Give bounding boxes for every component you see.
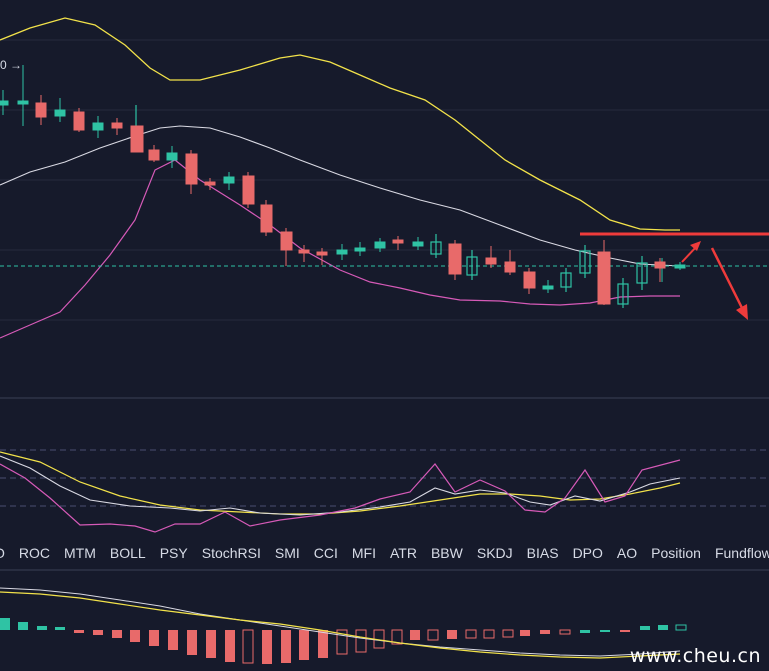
tab-ao[interactable]: AO: [616, 545, 638, 561]
tab-roc[interactable]: ROC: [18, 545, 51, 561]
tab-fundflow[interactable]: Fundflow: [714, 545, 769, 561]
tab-o[interactable]: O: [0, 545, 5, 561]
candles: [0, 65, 686, 308]
up-arrow-icon: [681, 241, 701, 263]
down-arrow-icon: [710, 247, 748, 320]
tab-mfi[interactable]: MFI: [351, 545, 376, 561]
tab-atr[interactable]: ATR: [390, 545, 417, 561]
boll-upper-line: [0, 17, 680, 231]
boll-lower-line: [0, 159, 680, 339]
tab-cci[interactable]: CCI: [313, 545, 338, 561]
tab-mtm[interactable]: MTM: [64, 545, 96, 561]
indicator-tabs: O ROC MTM BOLL PSY StochRSI SMI CCI MFI …: [0, 542, 769, 564]
tab-smi[interactable]: SMI: [274, 545, 300, 561]
indicator-panel-2: [0, 587, 687, 664]
grid-lines: [0, 39, 769, 571]
price-label: 0 →: [0, 58, 23, 72]
boll-mid-line: [0, 125, 681, 267]
tab-psy[interactable]: PSY: [159, 545, 188, 561]
tab-stochrsi[interactable]: StochRSI: [201, 545, 261, 561]
indicator-panel-1: [0, 449, 769, 533]
osc-line-white: [0, 455, 681, 516]
panel2-line-white: [0, 587, 681, 657]
tab-dpo[interactable]: DPO: [572, 545, 603, 561]
osc-line-yellow: [0, 451, 681, 515]
osc-line-magenta: [0, 459, 681, 533]
panel2-line-yellow: [0, 591, 681, 659]
tab-boll[interactable]: BOLL: [109, 545, 146, 561]
tab-bias[interactable]: BIAS: [526, 545, 559, 561]
tab-position[interactable]: Position: [651, 545, 701, 561]
tab-skdj[interactable]: SKDJ: [476, 545, 513, 561]
tab-bbw[interactable]: BBW: [430, 545, 463, 561]
watermark: www.cheu.cn: [629, 645, 761, 667]
